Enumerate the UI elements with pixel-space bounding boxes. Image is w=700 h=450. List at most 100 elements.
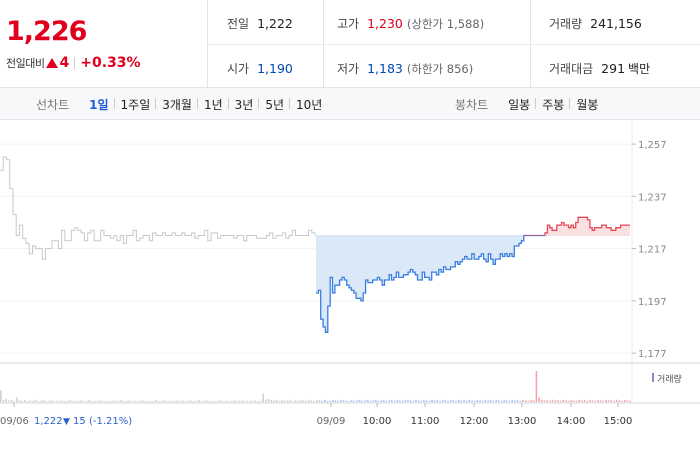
volume-bar bbox=[538, 397, 540, 402]
volume-bar bbox=[377, 400, 380, 402]
volume-bar bbox=[621, 400, 623, 402]
volume-bar bbox=[58, 401, 61, 402]
volume-bar bbox=[222, 401, 224, 402]
volume-bar bbox=[340, 399, 342, 402]
y-tick-label: 1,257 bbox=[638, 140, 667, 151]
volume-bar bbox=[273, 400, 275, 402]
tab-monthly-candle[interactable]: 월봉 bbox=[569, 96, 604, 113]
change-label: 전일대비 bbox=[6, 57, 45, 70]
volume-bar bbox=[332, 400, 334, 402]
tab-weekly-candle[interactable]: 주봉 bbox=[535, 96, 570, 113]
volume-bar bbox=[174, 400, 176, 402]
tab-1w[interactable]: 1주일 bbox=[113, 96, 157, 113]
volume-bar bbox=[546, 400, 548, 402]
volume-bar bbox=[498, 400, 500, 402]
volume-bar bbox=[184, 401, 187, 402]
volume-bar bbox=[24, 400, 26, 402]
volume-bar bbox=[302, 400, 305, 402]
volume-bar bbox=[353, 400, 356, 402]
volume-bar bbox=[524, 400, 527, 402]
prev-day-line bbox=[0, 156, 316, 260]
volume-bar bbox=[575, 400, 578, 402]
volume-bar bbox=[358, 399, 361, 402]
volume-bar bbox=[557, 400, 559, 402]
volume-bar bbox=[602, 400, 605, 402]
volume-bar bbox=[613, 400, 615, 402]
volume-bar bbox=[141, 400, 144, 402]
candle-tabs: 봉차트 일봉 주봉 월봉 bbox=[455, 88, 604, 120]
tab-3y[interactable]: 3년 bbox=[227, 96, 260, 113]
volume-bar bbox=[241, 400, 243, 402]
volume-bar bbox=[125, 400, 128, 402]
volume-bar bbox=[364, 400, 366, 402]
volume-bar bbox=[479, 400, 481, 402]
volume-bar bbox=[380, 400, 382, 402]
tab-10y[interactable]: 10년 bbox=[289, 96, 328, 113]
volume: 거래량 241,156 bbox=[549, 16, 642, 31]
up-line bbox=[523, 216, 630, 236]
volume-bar bbox=[40, 400, 42, 402]
volume-bar bbox=[117, 400, 120, 402]
volume-bar bbox=[37, 401, 40, 402]
volume-bar bbox=[484, 399, 487, 402]
volume-bar bbox=[136, 401, 139, 402]
tab-3m[interactable]: 3개월 bbox=[155, 96, 198, 113]
volume-bar bbox=[230, 400, 232, 402]
volume-bar bbox=[211, 400, 214, 402]
change-row: 전일대비 4 +0.33% bbox=[6, 55, 141, 71]
volume-bar bbox=[326, 401, 329, 402]
volume-bar bbox=[91, 401, 93, 402]
volume-bar bbox=[278, 400, 281, 402]
volume-bar bbox=[297, 400, 299, 402]
volume-bar bbox=[120, 400, 123, 402]
x-tick-label: 11:00 bbox=[411, 416, 440, 427]
volume-bar bbox=[396, 400, 398, 402]
volume-bar bbox=[85, 400, 88, 402]
volume-bar bbox=[123, 401, 125, 402]
volume-bars: 거래량 bbox=[0, 371, 682, 402]
volume-bar bbox=[324, 399, 326, 402]
volume-bar bbox=[567, 400, 570, 402]
volume-bar bbox=[388, 400, 390, 402]
volume-bar bbox=[101, 400, 104, 402]
volume-bar bbox=[586, 400, 589, 402]
volume-bar bbox=[532, 400, 535, 402]
volume-bar bbox=[13, 400, 15, 402]
volume-bar bbox=[305, 400, 307, 402]
volume-bar bbox=[21, 400, 23, 402]
volume-bar bbox=[144, 401, 147, 402]
volume-bar bbox=[249, 401, 251, 402]
volume-bar bbox=[578, 399, 580, 402]
volume-bar bbox=[508, 400, 511, 402]
volume-bar bbox=[342, 400, 345, 402]
volume-bar bbox=[316, 400, 318, 402]
volume-bar bbox=[281, 400, 283, 402]
volume-bar bbox=[618, 400, 621, 402]
volume-legend: 거래량 bbox=[652, 373, 682, 385]
volume-bar bbox=[425, 400, 428, 402]
volume-bar bbox=[559, 400, 562, 402]
tab-5y[interactable]: 5년 bbox=[258, 96, 290, 113]
x-tick-label: 15:00 bbox=[604, 416, 633, 427]
tab-1d[interactable]: 1일 bbox=[89, 97, 109, 112]
volume-bar bbox=[190, 400, 192, 402]
volume-bar bbox=[251, 400, 254, 402]
volume-bar bbox=[8, 400, 10, 402]
price-chart[interactable]: 1,257 1,237 1,217 1,197 1,177 거래량 09/06 1,222… bbox=[0, 121, 700, 450]
volume-bar bbox=[289, 399, 291, 402]
tab-daily-candle[interactable]: 일봉 bbox=[508, 97, 531, 112]
tab-1y[interactable]: 1년 bbox=[196, 96, 229, 113]
volume-bar bbox=[570, 400, 572, 402]
candle-chart-label: 봉차트 bbox=[455, 97, 489, 112]
volume-bar bbox=[423, 400, 425, 402]
volume-bar bbox=[182, 400, 184, 402]
volume-bar bbox=[283, 400, 286, 402]
current-price: 1,226 bbox=[6, 16, 87, 47]
volume-bar bbox=[112, 400, 115, 402]
volume-bar bbox=[463, 400, 465, 402]
volume-bar bbox=[238, 400, 240, 402]
volume-bar bbox=[420, 400, 422, 402]
volume-bar bbox=[93, 400, 96, 402]
volume-bar bbox=[88, 400, 90, 402]
volume-bar bbox=[208, 401, 211, 402]
